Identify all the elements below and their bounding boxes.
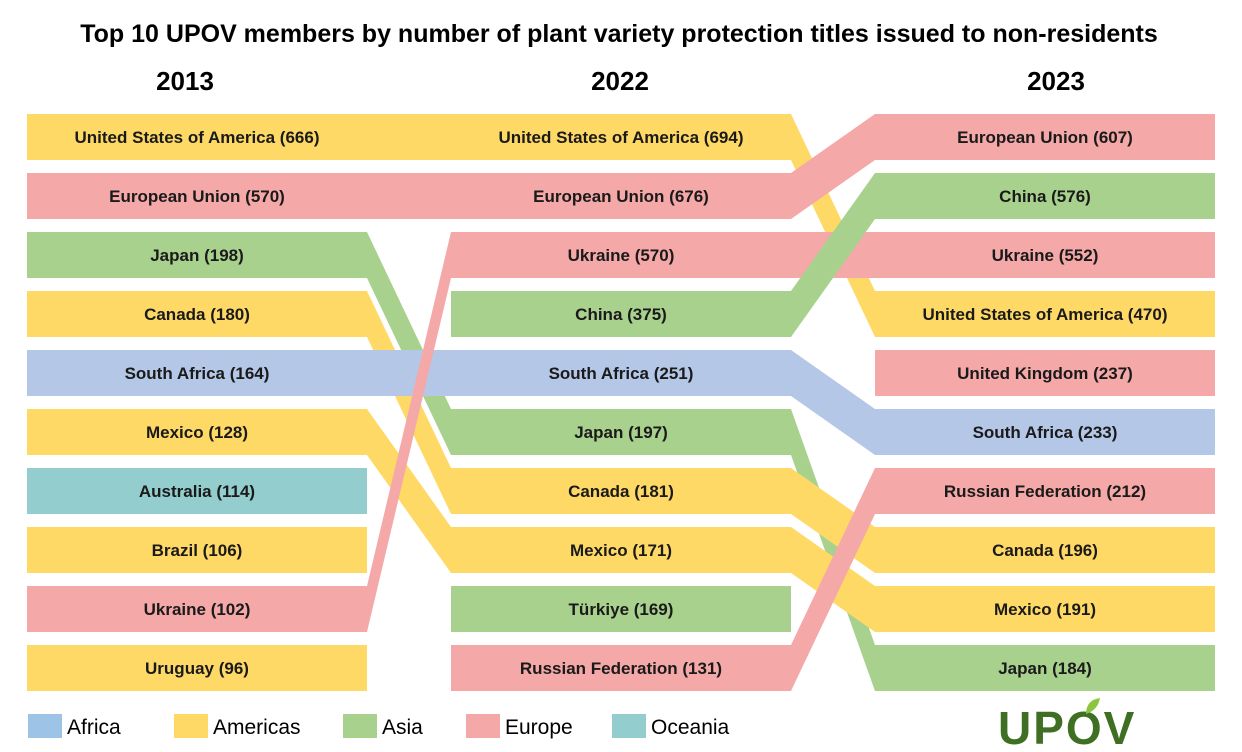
- bar-japan-2013: [27, 232, 367, 278]
- legend-swatch-asia: [343, 714, 377, 738]
- legend-label-europe: Europe: [505, 716, 573, 739]
- legend-label-asia: Asia: [382, 716, 423, 739]
- upov-logo-text: UPOV: [998, 702, 1136, 752]
- connector-russian-federation-1: [791, 468, 875, 691]
- year-label-2023: 2023: [1027, 66, 1085, 96]
- bar-turkiye-2022: [451, 586, 791, 632]
- connector-canada-0: [367, 291, 451, 514]
- connector-ukraine-0: [367, 232, 451, 632]
- label-mexico-2013: Mexico (128): [146, 423, 248, 442]
- bar-ukraine-2023: [875, 232, 1215, 278]
- label-mexico-2023: Mexico (191): [994, 600, 1096, 619]
- connector-japan-1: [791, 409, 875, 691]
- legend-swatch-europe: [466, 714, 500, 738]
- bar-brazil-2013: [27, 527, 367, 573]
- bar-japan-2022: [451, 409, 791, 455]
- bar-european-union-2013: [27, 173, 367, 219]
- bar-ukraine-2013: [27, 586, 367, 632]
- legend-swatch-americas: [174, 714, 208, 738]
- legend-swatch-africa: [28, 714, 62, 738]
- bar-uruguay-2013: [27, 645, 367, 691]
- label-japan-2022: Japan (197): [574, 423, 668, 442]
- bar-south-africa-2023: [875, 409, 1215, 455]
- bar-united-states-of-america-2023: [875, 291, 1215, 337]
- bar-united-kingdom-2023: [875, 350, 1215, 396]
- connector-layer: [367, 114, 875, 691]
- bar-australia-2013: [27, 468, 367, 514]
- label-united-states-of-america-2023: United States of America (470): [923, 305, 1168, 324]
- bar-mexico-2023: [875, 586, 1215, 632]
- label-ukraine-2023: Ukraine (552): [992, 246, 1099, 265]
- label-canada-2022: Canada (181): [568, 482, 674, 501]
- bar-layer: [27, 114, 1215, 691]
- label-layer: United States of America (666) United Sta…: [75, 128, 1168, 678]
- bar-united-states-of-america-2013: [27, 114, 367, 160]
- connector-european-union-1: [791, 114, 875, 219]
- bar-russian-federation-2023: [875, 468, 1215, 514]
- label-australia-2013: Australia (114): [139, 482, 255, 501]
- label-united-states-of-america-2013: United States of America (666): [75, 128, 320, 147]
- bar-mexico-2022: [451, 527, 791, 573]
- bar-japan-2023: [875, 645, 1215, 691]
- connector-mexico-0: [367, 409, 451, 573]
- chart-title: Top 10 UPOV members by number of plant v…: [80, 20, 1158, 48]
- connector-south-africa-1: [791, 350, 875, 455]
- bar-canada-2023: [875, 527, 1215, 573]
- label-ukraine-2022: Ukraine (570): [568, 246, 675, 265]
- label-mexico-2022: Mexico (171): [570, 541, 672, 560]
- label-russian-federation-2022: Russian Federation (131): [520, 659, 722, 678]
- label-russian-federation-2023: Russian Federation (212): [944, 482, 1146, 501]
- label-european-union-2023: European Union (607): [957, 128, 1133, 147]
- connector-japan-0: [367, 232, 451, 455]
- bar-united-states-of-america-2022: [451, 114, 791, 160]
- connector-south-africa-0: [367, 350, 451, 396]
- label-united-states-of-america-2022: United States of America (694): [499, 128, 744, 147]
- label-japan-2023: Japan (184): [998, 659, 1092, 678]
- bar-china-2023: [875, 173, 1215, 219]
- legend-label-africa: Africa: [67, 716, 121, 739]
- label-china-2022: China (375): [575, 305, 667, 324]
- bar-european-union-2022: [451, 173, 791, 219]
- label-china-2023: China (576): [999, 187, 1091, 206]
- year-label-2022: 2022: [591, 66, 649, 96]
- legend-label-oceania: Oceania: [651, 716, 730, 739]
- legend: Africa Americas Asia Europe Oceania: [28, 714, 730, 739]
- label-canada-2023: Canada (196): [992, 541, 1098, 560]
- label-south-africa-2013: South Africa (164): [125, 364, 270, 383]
- label-uruguay-2013: Uruguay (96): [145, 659, 249, 678]
- bar-ukraine-2022: [451, 232, 791, 278]
- bar-european-union-2023: [875, 114, 1215, 160]
- connector-european-union-0: [367, 173, 451, 219]
- bar-russian-federation-2022: [451, 645, 791, 691]
- year-label-2013: 2013: [156, 66, 214, 96]
- connector-china-1: [791, 173, 875, 337]
- label-ukraine-2013: Ukraine (102): [144, 600, 251, 619]
- label-united-kingdom-2023: United Kingdom (237): [957, 364, 1133, 383]
- bar-south-africa-2013: [27, 350, 367, 396]
- label-canada-2013: Canada (180): [144, 305, 250, 324]
- label-european-union-2022: European Union (676): [533, 187, 709, 206]
- legend-label-americas: Americas: [213, 716, 301, 739]
- label-south-africa-2023: South Africa (233): [973, 423, 1118, 442]
- label-european-union-2013: European Union (570): [109, 187, 285, 206]
- leaf-icon: [1086, 698, 1100, 714]
- upov-logo: UPOV: [998, 698, 1136, 752]
- label-turkiye-2022: Türkiye (169): [569, 600, 674, 619]
- connector-united-states-of-america-0: [367, 114, 451, 160]
- legend-swatch-oceania: [612, 714, 646, 738]
- bar-canada-2013: [27, 291, 367, 337]
- bar-china-2022: [451, 291, 791, 337]
- bar-south-africa-2022: [451, 350, 791, 396]
- label-japan-2013: Japan (198): [150, 246, 244, 265]
- label-south-africa-2022: South Africa (251): [549, 364, 694, 383]
- bar-canada-2022: [451, 468, 791, 514]
- bar-mexico-2013: [27, 409, 367, 455]
- label-brazil-2013: Brazil (106): [152, 541, 243, 560]
